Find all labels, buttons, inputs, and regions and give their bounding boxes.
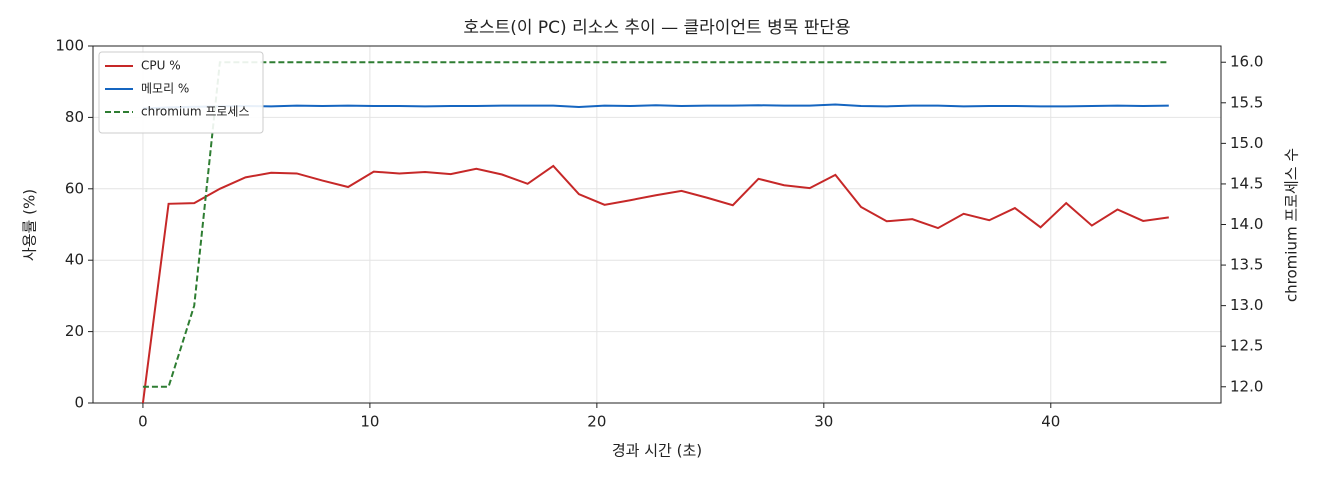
y-axis-label: 사용률 (%) xyxy=(21,189,39,261)
x-axis-label: 경과 시간 (초) xyxy=(612,442,702,460)
chart-title: 호스트(이 PC) 리소스 추이 — 클라이언트 병목 판단용 xyxy=(463,18,850,38)
y2-tick-label: 14.0 xyxy=(1230,215,1263,233)
legend-label: 메모리 % xyxy=(141,82,189,96)
y-tick-label: 100 xyxy=(55,37,84,55)
y2-tick-label: 16.0 xyxy=(1230,53,1263,71)
y-tick-label: 20 xyxy=(65,322,84,340)
y2-tick-label: 13.5 xyxy=(1230,256,1263,274)
y-tick-label: 80 xyxy=(65,108,84,126)
series-line xyxy=(142,103,1169,110)
legend-label: chromium 프로세스 xyxy=(141,105,250,119)
series-line xyxy=(141,164,1169,404)
y2-tick-label: 14.5 xyxy=(1230,174,1263,192)
y-tick-label: 0 xyxy=(74,394,84,412)
y2-tick-label: 15.5 xyxy=(1230,93,1263,111)
x-tick-label: 10 xyxy=(360,413,379,431)
y-tick-label: 60 xyxy=(65,179,84,197)
x-tick-label: 40 xyxy=(1041,413,1060,431)
y2-axis-label: chromium 프로세스 수 xyxy=(1283,148,1301,302)
x-tick-label: 30 xyxy=(814,413,833,431)
plot-frame xyxy=(92,45,1222,404)
y-tick-label: 40 xyxy=(65,251,84,269)
legend-box xyxy=(98,51,264,134)
x-tick-label: 0 xyxy=(138,413,148,431)
series-line xyxy=(142,61,1169,388)
y2-tick-label: 12.5 xyxy=(1230,337,1263,355)
y2-tick-label: 15.0 xyxy=(1230,134,1263,152)
y2-tick-label: 13.0 xyxy=(1230,296,1263,314)
legend-label: CPU % xyxy=(141,59,181,73)
x-tick-label: 20 xyxy=(587,413,606,431)
y2-tick-label: 12.0 xyxy=(1230,377,1263,395)
